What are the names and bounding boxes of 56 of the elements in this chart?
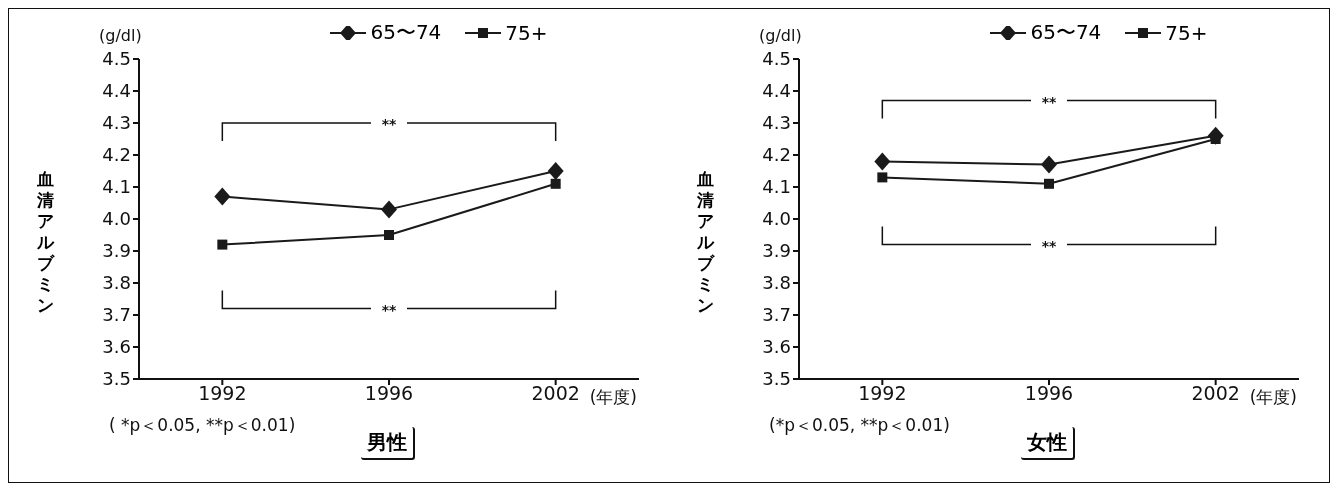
y-tick-label: 3.5 bbox=[762, 368, 791, 390]
legend-label: 65〜74 bbox=[1030, 19, 1102, 46]
y-tick-label: 3.9 bbox=[762, 240, 791, 262]
y-tick-label: 4.2 bbox=[102, 144, 131, 166]
point bbox=[1041, 155, 1057, 174]
text: ( *p＜0.05, **p＜0.01) bbox=[109, 415, 296, 435]
y-tick-label: 4.0 bbox=[102, 208, 131, 230]
point bbox=[1044, 178, 1054, 189]
x-tick-label: 1992 bbox=[198, 382, 247, 405]
x-tick-label: 2002 bbox=[531, 382, 580, 405]
y-axis-title: 血清アルブミン bbox=[695, 169, 716, 316]
y-tick-label: 4.3 bbox=[102, 112, 131, 134]
point bbox=[550, 178, 561, 189]
point bbox=[874, 152, 891, 171]
x-tick-label: 1996 bbox=[1024, 382, 1074, 405]
point bbox=[384, 230, 394, 240]
point bbox=[214, 187, 231, 206]
y-tick-label: 4.2 bbox=[762, 144, 791, 166]
legend-label: 75+ bbox=[505, 20, 548, 45]
y-tick-label: 4.3 bbox=[762, 112, 791, 134]
point bbox=[381, 200, 397, 219]
text: (g/dl) bbox=[759, 26, 802, 45]
y-tick-label: 4.5 bbox=[762, 48, 791, 70]
x-tick-label: 1992 bbox=[858, 382, 907, 405]
x-tick-label: 2002 bbox=[1191, 382, 1240, 405]
x-axis-title: (年度) bbox=[589, 387, 637, 407]
y-tick-label: 4.1 bbox=[762, 176, 791, 198]
y-tick-label: 3.6 bbox=[102, 336, 131, 358]
y-tick-label: 3.7 bbox=[102, 304, 131, 326]
x-tick-label: 1996 bbox=[364, 382, 414, 405]
annotation: ** bbox=[1041, 237, 1057, 254]
y-tick-label: 3.8 bbox=[762, 272, 791, 294]
annotation: ** bbox=[1041, 93, 1057, 110]
text: 男性 bbox=[361, 427, 415, 460]
y-tick-label: 4.0 bbox=[762, 208, 791, 230]
point bbox=[217, 239, 228, 250]
annotation: ** bbox=[381, 116, 397, 132]
y-tick-label: 3.7 bbox=[762, 304, 791, 326]
legend-label: 65〜74 bbox=[370, 19, 442, 46]
y-axis-title: 血清アルブミン bbox=[35, 169, 56, 316]
y-tick-label: 4.5 bbox=[102, 48, 131, 70]
point bbox=[547, 162, 564, 180]
y-tick-label: 3.8 bbox=[102, 272, 131, 294]
text: 女性 bbox=[1021, 427, 1075, 460]
y-tick-label: 3.9 bbox=[102, 240, 131, 262]
annotation: ** bbox=[381, 301, 397, 318]
x-axis-title: (年度) bbox=[1249, 387, 1297, 407]
y-tick-label: 3.5 bbox=[102, 368, 131, 390]
point bbox=[877, 172, 888, 183]
text: (*p＜0.05, **p＜0.01) bbox=[769, 415, 950, 435]
y-tick-label: 4.4 bbox=[762, 80, 791, 102]
y-tick-label: 3.6 bbox=[762, 336, 791, 358]
y-tick-label: 4.4 bbox=[102, 80, 131, 102]
text: (g/dl) bbox=[99, 26, 142, 45]
legend-label: 75+ bbox=[1165, 20, 1208, 45]
y-tick-label: 4.1 bbox=[102, 176, 131, 198]
